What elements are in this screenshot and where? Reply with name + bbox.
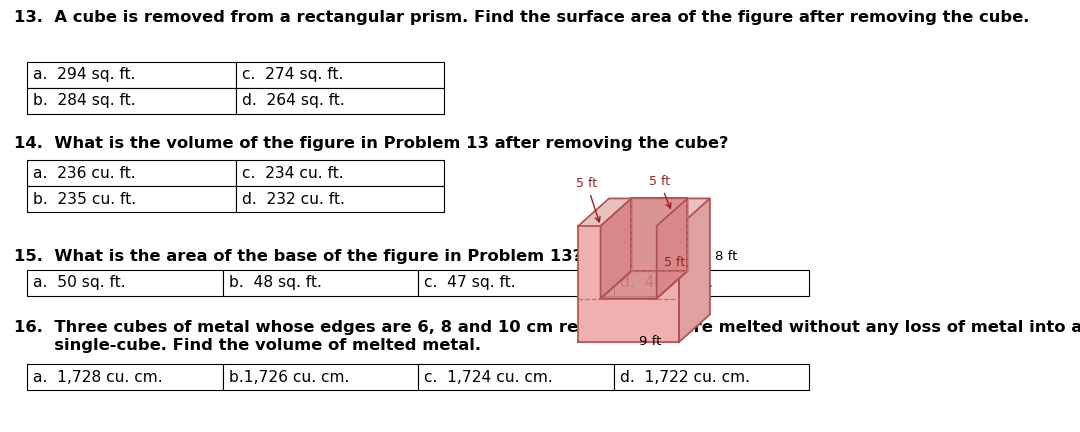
Text: d.  46 sq. ft.: d. 46 sq. ft. — [620, 276, 713, 290]
Bar — [418, 364, 613, 390]
Bar — [27, 186, 235, 212]
Bar — [235, 186, 445, 212]
Polygon shape — [632, 198, 688, 271]
Polygon shape — [600, 198, 632, 299]
Text: c.  274 sq. ft.: c. 274 sq. ft. — [242, 67, 343, 83]
Text: c.  1,724 cu. cm.: c. 1,724 cu. cm. — [424, 369, 553, 384]
Bar — [613, 270, 809, 296]
Bar — [222, 364, 418, 390]
Text: 16.  Three cubes of metal whose edges are 6, 8 and 10 cm respectively, are melte: 16. Three cubes of metal whose edges are… — [14, 320, 1080, 335]
Bar — [235, 160, 445, 186]
Bar — [27, 364, 222, 390]
Bar — [418, 270, 613, 296]
Bar — [235, 62, 445, 88]
Text: 14.  What is the volume of the figure in Problem 13 after removing the cube?: 14. What is the volume of the figure in … — [14, 136, 728, 151]
Polygon shape — [600, 271, 688, 299]
Text: 5 ft: 5 ft — [576, 177, 600, 222]
Text: 8 ft: 8 ft — [715, 250, 737, 263]
Text: 5 ft: 5 ft — [649, 175, 671, 208]
Text: d.  232 cu. ft.: d. 232 cu. ft. — [242, 191, 345, 206]
Text: a.  294 sq. ft.: a. 294 sq. ft. — [33, 67, 136, 83]
Bar — [27, 62, 235, 88]
Bar — [222, 270, 418, 296]
Text: a.  50 sq. ft.: a. 50 sq. ft. — [33, 276, 126, 290]
Text: a.  1,728 cu. cm.: a. 1,728 cu. cm. — [33, 369, 163, 384]
Text: b.  284 sq. ft.: b. 284 sq. ft. — [33, 93, 136, 108]
Bar — [613, 364, 809, 390]
Bar — [27, 88, 235, 114]
Polygon shape — [679, 198, 710, 342]
Text: c.  234 cu. ft.: c. 234 cu. ft. — [242, 165, 343, 181]
Text: b.  235 cu. ft.: b. 235 cu. ft. — [33, 191, 136, 206]
Text: b.1,726 cu. cm.: b.1,726 cu. cm. — [229, 369, 349, 384]
Text: d.  264 sq. ft.: d. 264 sq. ft. — [242, 93, 345, 108]
Text: a.  236 cu. ft.: a. 236 cu. ft. — [33, 165, 136, 181]
Bar — [27, 270, 222, 296]
Polygon shape — [657, 198, 688, 299]
Text: 5 ft: 5 ft — [664, 256, 686, 269]
Bar — [235, 88, 445, 114]
Polygon shape — [578, 198, 710, 226]
Text: 13.  A cube is removed from a rectangular prism. Find the surface area of the fi: 13. A cube is removed from a rectangular… — [14, 10, 1029, 25]
Bar — [27, 160, 235, 186]
Text: 15.  What is the area of the base of the figure in Problem 13?: 15. What is the area of the base of the … — [14, 249, 582, 264]
Text: d.  1,722 cu. cm.: d. 1,722 cu. cm. — [620, 369, 750, 384]
Text: single-cube. Find the volume of melted metal.: single-cube. Find the volume of melted m… — [14, 338, 481, 353]
Text: c.  47 sq. ft.: c. 47 sq. ft. — [424, 276, 516, 290]
Polygon shape — [578, 226, 679, 342]
Text: b.  48 sq. ft.: b. 48 sq. ft. — [229, 276, 322, 290]
Text: 9 ft: 9 ft — [639, 335, 661, 348]
